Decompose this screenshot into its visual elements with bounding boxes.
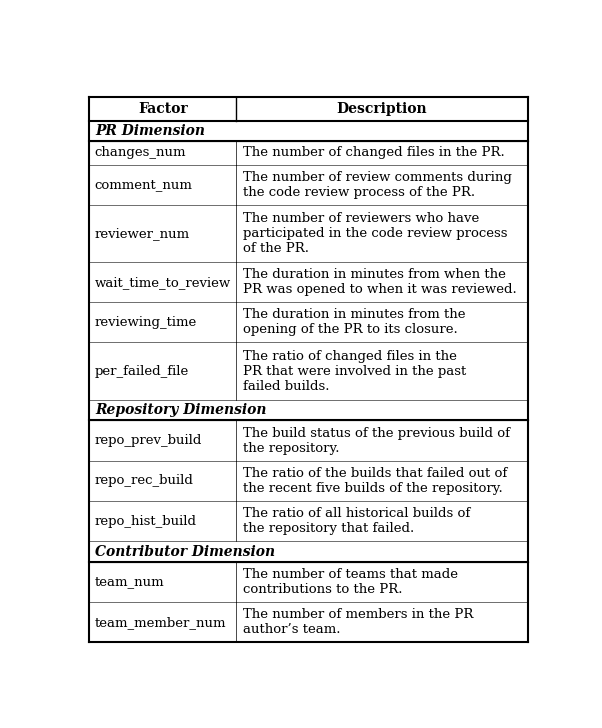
Text: Description: Description bbox=[337, 102, 427, 116]
Text: The ratio of the builds that failed out of
the recent five builds of the reposit: The ratio of the builds that failed out … bbox=[243, 467, 507, 495]
Text: The duration in minutes from the
opening of the PR to its closure.: The duration in minutes from the opening… bbox=[243, 309, 466, 336]
Text: The number of review comments during
the code review process of the PR.: The number of review comments during the… bbox=[243, 170, 512, 199]
Text: PR Dimension: PR Dimension bbox=[95, 124, 205, 138]
Text: repo_rec_build: repo_rec_build bbox=[95, 475, 194, 487]
Text: repo_prev_build: repo_prev_build bbox=[95, 434, 202, 447]
Text: team_member_num: team_member_num bbox=[95, 616, 226, 629]
Text: team_num: team_num bbox=[95, 575, 164, 588]
Text: reviewing_time: reviewing_time bbox=[95, 316, 197, 329]
Text: The number of reviewers who have
participated in the code review process
of the : The number of reviewers who have partici… bbox=[243, 212, 507, 255]
Text: repo_hist_build: repo_hist_build bbox=[95, 515, 197, 528]
Text: changes_num: changes_num bbox=[95, 146, 187, 159]
Text: The ratio of all historical builds of
the repository that failed.: The ratio of all historical builds of th… bbox=[243, 507, 470, 535]
Text: Repository Dimension: Repository Dimension bbox=[95, 403, 266, 417]
Text: comment_num: comment_num bbox=[95, 178, 193, 191]
Text: The number of changed files in the PR.: The number of changed files in the PR. bbox=[243, 146, 505, 159]
Text: The build status of the previous build of
the repository.: The build status of the previous build o… bbox=[243, 427, 510, 454]
Text: The ratio of changed files in the
PR that were involved in the past
failed build: The ratio of changed files in the PR tha… bbox=[243, 349, 467, 392]
Text: per_failed_file: per_failed_file bbox=[95, 365, 189, 378]
Text: Factor: Factor bbox=[138, 102, 187, 116]
Text: wait_time_to_review: wait_time_to_review bbox=[95, 276, 231, 289]
Text: Contributor Dimension: Contributor Dimension bbox=[95, 545, 275, 558]
Text: The number of teams that made
contributions to the PR.: The number of teams that made contributi… bbox=[243, 568, 458, 596]
Text: The number of members in the PR
author’s team.: The number of members in the PR author’s… bbox=[243, 608, 474, 636]
Text: The duration in minutes from when the
PR was opened to when it was reviewed.: The duration in minutes from when the PR… bbox=[243, 268, 517, 296]
Text: reviewer_num: reviewer_num bbox=[95, 227, 190, 240]
